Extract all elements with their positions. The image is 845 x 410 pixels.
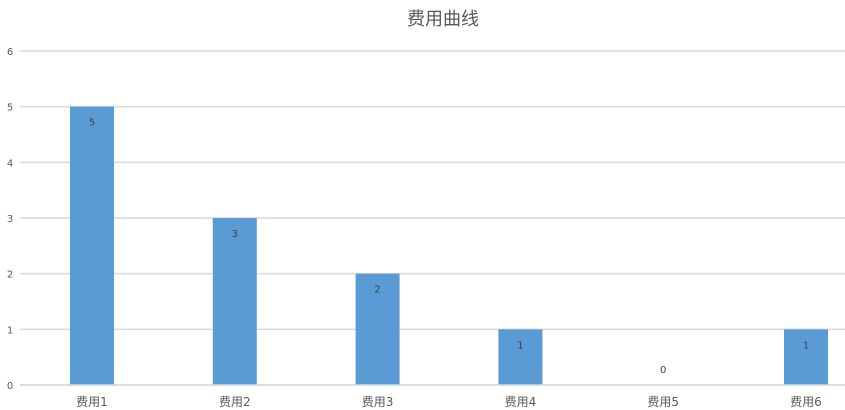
data-labels: 5 3 2 1 0 1 [89,118,809,376]
y-tick-label: 3 [7,214,13,225]
y-tick-label: 1 [7,325,13,336]
y-axis-ticks: 0 1 2 3 4 5 6 [7,47,13,392]
data-label: 0 [660,365,666,376]
data-label: 5 [89,118,95,129]
gridlines [20,50,845,386]
x-category-label: 费用6 [790,395,822,409]
x-axis-labels: 费用1 费用2 费用3 费用4 费用5 费用6 [20,384,845,409]
x-category-label: 费用2 [219,395,251,409]
x-category-label: 费用4 [505,395,537,409]
bar [212,218,257,385]
data-label: 3 [232,229,238,240]
data-label: 1 [803,340,809,351]
y-tick-label: 5 [7,103,13,114]
data-label: 1 [517,340,523,351]
data-label: 2 [374,285,380,296]
y-tick-label: 0 [7,381,13,392]
y-tick-label: 6 [7,47,13,58]
bar [70,106,114,386]
bars [70,106,828,386]
y-tick-label: 4 [7,158,13,169]
x-category-label: 费用1 [76,395,108,409]
x-category-label: 费用3 [362,395,394,409]
y-tick-label: 2 [7,270,13,281]
bar [784,329,828,385]
bar [498,329,543,385]
chart-title: 费用曲线 [407,9,479,30]
x-category-label: 费用5 [647,395,679,409]
bar [355,273,400,385]
